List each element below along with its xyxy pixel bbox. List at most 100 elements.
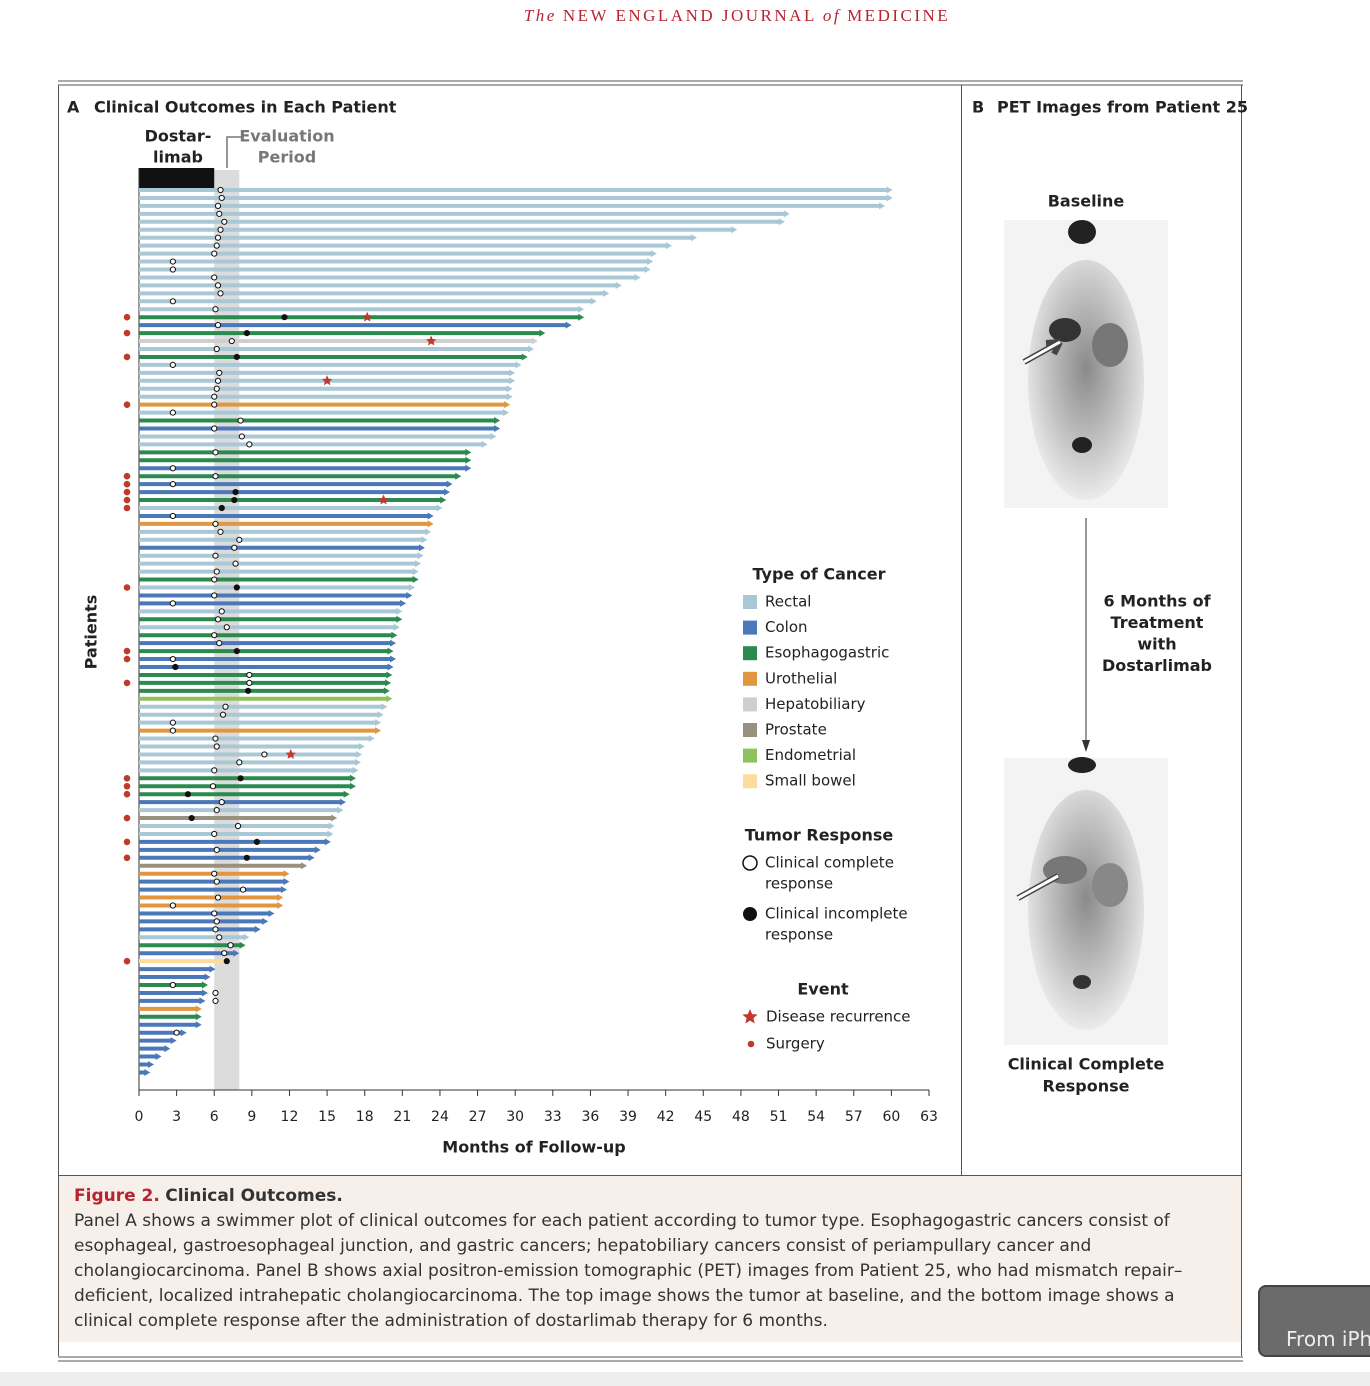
patient-bar — [139, 647, 394, 655]
surgery-dot — [123, 353, 131, 361]
complete-response — [211, 250, 218, 257]
patient-bar — [139, 552, 424, 560]
surgery-dot — [123, 775, 131, 782]
surgery-dot — [123, 472, 131, 480]
complete-response — [239, 886, 247, 893]
text-line: with — [1137, 635, 1176, 654]
complete-response — [213, 743, 220, 750]
complete-response — [216, 934, 223, 941]
patient-bar — [139, 273, 641, 281]
complete-response — [236, 759, 243, 766]
complete-response — [261, 751, 268, 758]
x-tick-label: 63 — [920, 1109, 938, 1125]
surgery-dot — [123, 854, 131, 862]
complete-response — [218, 194, 225, 202]
complete-response — [213, 385, 220, 392]
x-tick-label: 45 — [694, 1109, 712, 1125]
text-line: Dostarlimab — [1102, 656, 1212, 675]
caption-label: Figure 2. — [74, 1186, 160, 1206]
complete-response — [169, 481, 176, 488]
complete-response — [169, 655, 176, 663]
patient-bar — [139, 289, 610, 297]
patient-bar — [139, 854, 315, 862]
x-tick-label: 42 — [657, 1109, 675, 1125]
patient-bar — [139, 584, 415, 591]
patient-bar — [139, 886, 287, 894]
x-tick-label: 21 — [393, 1109, 411, 1125]
complete-response — [213, 846, 220, 853]
patient-bar — [139, 838, 331, 846]
complete-response — [169, 465, 176, 472]
complete-response — [211, 401, 218, 408]
complete-response — [212, 997, 219, 1005]
patient-bar — [139, 186, 893, 194]
x-tick-label: 60 — [882, 1109, 900, 1125]
patient-bar — [139, 607, 403, 615]
complete-response — [231, 544, 238, 551]
patient-bar — [139, 512, 434, 520]
surgery-dot — [123, 313, 131, 321]
journal-part: of — [823, 6, 841, 25]
x-tick-label: 12 — [281, 1109, 299, 1125]
legend-label: Rectal — [765, 593, 811, 611]
panel-label: A — [67, 98, 80, 117]
complete-response — [213, 807, 220, 814]
complete-response — [169, 266, 176, 273]
incomplete-response — [184, 791, 192, 798]
x-tick-label: 48 — [732, 1109, 750, 1125]
x-tick-label: 3 — [172, 1109, 181, 1125]
patient-bar — [139, 448, 472, 456]
complete-response — [227, 942, 234, 949]
patient-bar — [139, 464, 472, 472]
patient-bar — [139, 432, 497, 440]
complete-response — [211, 576, 218, 583]
complete-response — [173, 1029, 180, 1036]
x-tick-label: 27 — [469, 1109, 487, 1125]
patient-bar — [139, 1005, 202, 1013]
complete-response — [212, 926, 219, 933]
complete-response — [169, 727, 176, 734]
surgery-dot — [123, 957, 131, 965]
overlay-button[interactable]: From iPhone — [1258, 1285, 1370, 1357]
complete-response — [218, 799, 225, 806]
complete-response — [221, 218, 228, 225]
patient-bar — [139, 472, 462, 480]
patient-bar — [139, 417, 501, 425]
legend-label: Small bowel — [765, 772, 856, 790]
scroll-bar — [0, 1372, 1370, 1386]
patient-bar — [139, 242, 672, 250]
patient-bar — [139, 202, 886, 210]
patient-bar — [139, 925, 261, 933]
x-tick-label: 24 — [431, 1109, 449, 1125]
complete-response — [209, 783, 217, 790]
patient-bar — [139, 941, 246, 949]
surgery-dot — [123, 647, 131, 655]
complete-response — [169, 512, 176, 520]
patient-bar — [139, 965, 216, 973]
patient-bar — [139, 727, 382, 735]
patient-bar — [139, 957, 231, 965]
complete-response — [211, 767, 218, 774]
patient-bar — [139, 496, 447, 504]
patient-bar — [139, 1021, 202, 1029]
complete-response — [232, 560, 239, 567]
y-axis-label: Patients — [82, 595, 101, 670]
complete-response — [246, 441, 253, 448]
complete-response — [217, 226, 224, 233]
legend-swatch — [743, 774, 757, 789]
incomplete-response — [281, 314, 288, 321]
recurrence-star — [321, 375, 333, 386]
recurrence-star — [378, 494, 389, 505]
caption-title: Clinical Outcomes. — [165, 1186, 343, 1206]
complete-response — [214, 894, 222, 901]
x-tick-label: 9 — [247, 1109, 256, 1125]
patient-bar — [139, 305, 585, 313]
legend-label: Esophagogastric — [765, 644, 889, 662]
legend-label: Colon — [765, 618, 808, 636]
complete-response — [212, 989, 219, 997]
surgery-dot — [123, 655, 131, 663]
complete-response — [234, 822, 242, 830]
patient-bar — [139, 194, 893, 202]
patient-bar — [139, 456, 472, 464]
complete-response — [228, 337, 235, 345]
